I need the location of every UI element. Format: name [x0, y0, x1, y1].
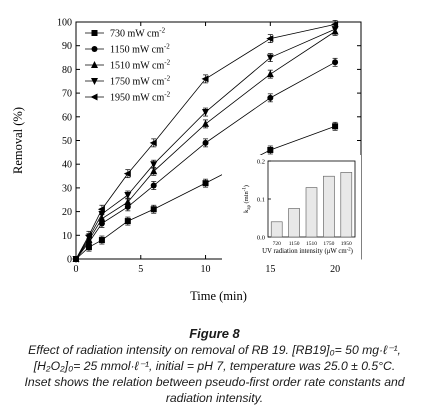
data-point [266, 35, 274, 43]
y-tick-label: 100 [57, 18, 72, 29]
inset-x-tick-label: 1950 [341, 241, 352, 247]
figure-caption: Effect of radiation intensity on removal… [0, 342, 429, 406]
inset-bar [340, 172, 353, 238]
data-point [72, 255, 79, 263]
x-axis-label: Time (min) [190, 289, 247, 303]
main-plot: 0 10 20 30 40 50 60 70 80 90 100 0 5 10 15 20 Time (min)… [11, 18, 362, 303]
x-tick-label: 15 [265, 264, 275, 275]
inset-bar [323, 175, 335, 238]
y-tick-label: 50 [62, 136, 72, 147]
data-point [149, 139, 157, 147]
figure-caption-title: Figure 8 [189, 326, 240, 341]
inset-y-tick-label: 0.1 [257, 197, 265, 204]
data-point [91, 30, 98, 36]
data-point [91, 78, 98, 85]
y-tick-label: 70 [62, 89, 72, 100]
data-point [90, 93, 98, 101]
series-5 [72, 20, 339, 263]
figure-chart: 0 10 20 30 40 50 60 70 80 90 100 0 5 10 15 20 Time (min)… [11, 18, 362, 303]
y-tick-label: 40 [62, 160, 72, 171]
legend-label: 730 mW cm-2 [110, 27, 166, 40]
data-point [202, 139, 209, 146]
data-point [150, 182, 157, 189]
inset-y-tick-label: 0.2 [257, 159, 265, 166]
x-tick-label: 10 [201, 264, 211, 275]
inset-x-tick-label: 720 [273, 241, 282, 247]
data-point [332, 59, 339, 66]
x-tick-label: 5 [138, 264, 143, 275]
data-point [97, 205, 105, 213]
data-point [124, 192, 132, 200]
data-point [331, 20, 339, 28]
inset-x-tick-label: 1150 [289, 241, 300, 247]
y-tick-label: 60 [62, 112, 72, 123]
inset-x-axis-label: UV radiation intensity (μW cm-2) [262, 248, 353, 256]
data-point [98, 237, 105, 244]
data-point [201, 75, 209, 83]
data-point [267, 146, 274, 153]
data-point [124, 198, 132, 206]
data-point [124, 218, 131, 225]
data-point [266, 54, 274, 62]
caption-line-2: [H₂O₂]₀= 25 mmol·ℓ⁻¹, initial = pH 7, te… [33, 359, 396, 373]
y-tick-label: 10 [62, 231, 72, 242]
data-point [150, 206, 157, 213]
data-point [150, 161, 158, 169]
inset-y-tick-label: 0.0 [257, 235, 265, 242]
data-point [85, 244, 92, 251]
data-point [84, 231, 92, 239]
inset-x-tick-label: 1750 [323, 241, 334, 247]
x-tick-label: 0 [74, 264, 79, 275]
caption-line-1: Effect of radiation intensity on removal… [28, 343, 401, 357]
inset-bar [288, 208, 300, 238]
data-point [202, 109, 210, 117]
data-point [202, 119, 210, 127]
y-tick-label: 90 [62, 41, 72, 52]
y-tick-label: 0 [67, 255, 72, 266]
inset-bar [270, 221, 283, 238]
legend-label: 1750 mW cm-2 [110, 75, 171, 88]
data-point [267, 94, 274, 101]
legend-label: 1150 mW cm-2 [110, 43, 170, 56]
data-point [150, 167, 158, 175]
data-point [91, 46, 98, 52]
caption-line-4: radiation intensity. [165, 391, 264, 405]
inset-background [222, 155, 361, 261]
data-point [266, 70, 274, 78]
y-tick-label: 30 [62, 183, 72, 194]
y-tick-label: 80 [62, 65, 72, 76]
x-tick-label: 20 [330, 264, 340, 275]
data-point [123, 170, 131, 178]
inset-bar [305, 187, 318, 238]
caption-line-3: Inset shows the relation between pseudo-… [24, 375, 405, 389]
data-point [332, 123, 339, 130]
legend: 730 mW cm-2 1150 mW cm-2 1510 mW cm-2 1750 … [85, 27, 171, 104]
inset-y-axis-label: kap (min-1) [243, 185, 253, 213]
legend-label: 1510 mW cm-2 [110, 59, 171, 72]
y-axis-label: Removal (%) [11, 107, 25, 174]
y-tick-label: 20 [62, 207, 72, 218]
data-point [331, 26, 339, 34]
data-point [202, 180, 209, 187]
legend-label: 1950 mW cm-2 [110, 91, 171, 104]
data-point [91, 61, 98, 68]
data-point [124, 203, 131, 210]
inset-x-tick-label: 1510 [306, 241, 317, 247]
